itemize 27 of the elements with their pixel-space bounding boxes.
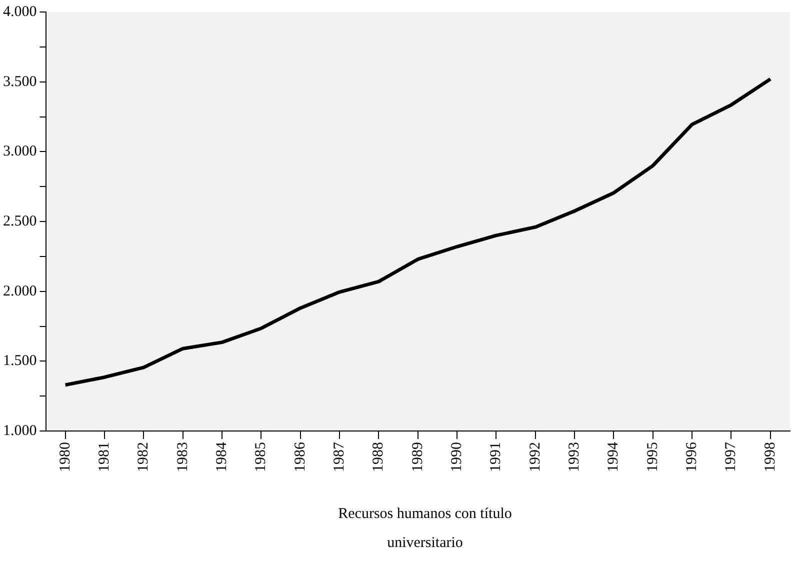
x-tick-label: 1986: [292, 442, 308, 472]
x-tick-label: 1985: [253, 442, 270, 472]
x-tick-label: 1989: [410, 442, 426, 472]
x-tick-label: 1998: [762, 442, 778, 472]
x-tick-label: 1994: [606, 442, 622, 472]
x-tick-label: 1996: [684, 442, 700, 472]
x-tick-label: 1983: [174, 442, 191, 472]
x-tick-label: 1990: [448, 442, 465, 472]
x-tick-label: 1991: [488, 442, 504, 472]
x-tick-label: 1981: [96, 442, 112, 472]
y-tick-label: 1.500: [3, 353, 37, 370]
x-axis-title: Recursos humanos con título universitario: [337, 505, 513, 553]
x-tick-label: 1980: [57, 442, 74, 472]
x-tick-label: 1984: [214, 442, 230, 472]
y-tick-label: 2.500: [3, 213, 37, 230]
x-tick-label: 1988: [370, 442, 387, 472]
x-tick-label: 1993: [566, 442, 582, 472]
x-tick-label: 1995: [644, 442, 661, 472]
y-tick-label: 2.000: [3, 283, 37, 300]
x-tick-label: 1992: [527, 442, 544, 472]
x-tick-label: 1987: [331, 442, 348, 472]
x-tick-label: 1982: [136, 442, 152, 472]
y-tick-label: 4.000: [3, 4, 37, 20]
x-tick-label: 1997: [723, 442, 740, 472]
y-tick-label: 1.000: [3, 422, 37, 439]
y-tick-label: 3.000: [3, 144, 37, 160]
y-tick-label: 3.500: [3, 74, 37, 90]
